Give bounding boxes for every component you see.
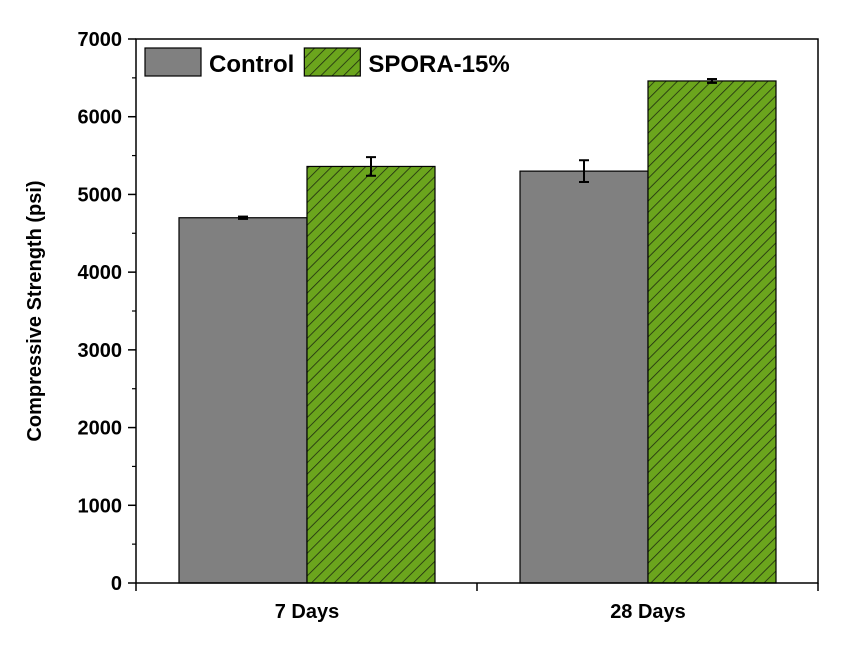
legend: Control SPORA-15%	[144, 47, 510, 78]
legend-swatch	[144, 47, 202, 77]
bar	[647, 80, 777, 584]
x-tick-label: 28 Days	[610, 601, 686, 623]
y-tick-label: 4000	[78, 262, 123, 284]
bars-layer	[178, 78, 777, 584]
y-axis-title: Compressive Strength (psi)	[24, 180, 46, 441]
bar	[519, 170, 649, 584]
x-tick-label: 7 Days	[275, 601, 340, 623]
bar	[306, 165, 436, 584]
y-tick-label: 1000	[78, 495, 123, 517]
legend-label: Control	[209, 51, 294, 78]
legend-label: SPORA-15%	[368, 51, 509, 78]
legend-swatch	[303, 47, 361, 77]
y-tick-label: 0	[111, 573, 122, 595]
bar	[178, 217, 308, 584]
y-tick-label: 6000	[78, 107, 123, 129]
y-tick-label: 2000	[78, 418, 123, 440]
y-tick-label: 5000	[78, 184, 123, 206]
y-tick-label: 7000	[78, 29, 123, 51]
axes-layer	[128, 38, 819, 591]
labels-layer: 0 1000 2000 3000 4000 5000 6000 7000 7 Days 28 Da…	[24, 29, 686, 623]
y-tick-label: 3000	[78, 340, 123, 362]
